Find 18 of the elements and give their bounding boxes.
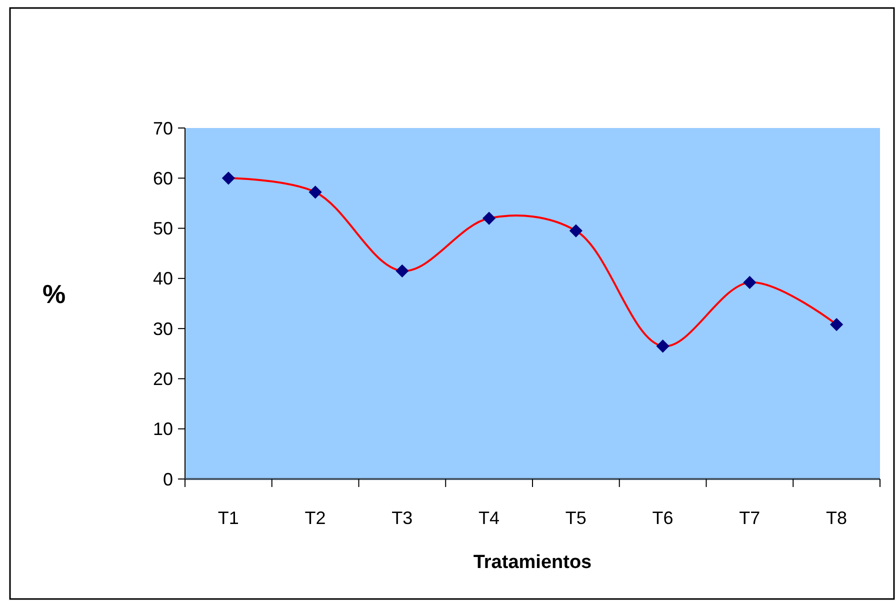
- x-tick-label: T6: [652, 508, 674, 528]
- y-tick-label: 0: [162, 469, 173, 490]
- y-axis-title: %: [42, 279, 66, 309]
- x-tick-label: T5: [565, 508, 586, 528]
- x-tick-label: T8: [826, 508, 848, 528]
- x-tick-label: T4: [478, 508, 500, 528]
- y-tick-label: 20: [152, 369, 173, 390]
- y-tick-label: 60: [152, 168, 173, 188]
- x-axis-title: Tratamientos: [473, 552, 592, 573]
- y-tick-label: 30: [152, 318, 173, 339]
- y-tick-label: 70: [152, 118, 173, 138]
- x-tick-label: T7: [739, 508, 760, 528]
- y-tick-label: 50: [152, 218, 173, 239]
- x-tick-label: T3: [392, 508, 413, 528]
- y-tick-label: 10: [152, 419, 173, 440]
- x-tick-label: T2: [304, 508, 326, 528]
- x-tick-label: T1: [218, 508, 239, 528]
- y-tick-label: 40: [152, 268, 173, 289]
